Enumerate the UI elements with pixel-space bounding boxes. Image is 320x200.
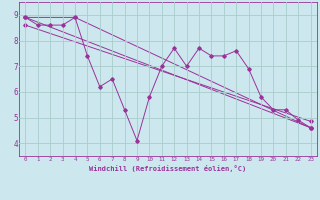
X-axis label: Windchill (Refroidissement éolien,°C): Windchill (Refroidissement éolien,°C): [89, 165, 247, 172]
